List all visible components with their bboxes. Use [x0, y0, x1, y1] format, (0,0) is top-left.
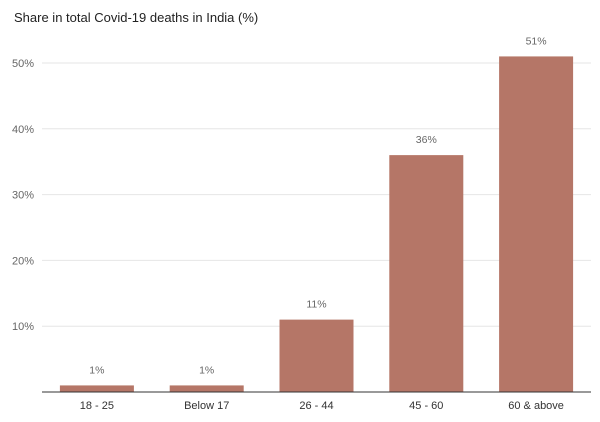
x-tick-label: 26 - 44 [299, 400, 333, 412]
bar [279, 319, 354, 392]
y-tick-label: 30% [12, 190, 34, 202]
bar [59, 385, 134, 392]
bar [169, 385, 244, 392]
x-tick-label: Below 17 [184, 400, 229, 412]
y-tick-label: 10% [12, 321, 34, 333]
chart-title: Share in total Covid-19 deaths in India … [14, 10, 259, 25]
data-labels: 1% 1% 11% 36% 51% [89, 35, 546, 376]
bars [59, 56, 574, 393]
data-label: 1% [89, 364, 104, 376]
y-axis-ticks: 10% 20% 30% 40% 50% [12, 58, 34, 333]
x-tick-label: 60 & above [508, 400, 564, 412]
data-label: 36% [416, 134, 437, 146]
x-tick-label: 18 - 25 [80, 400, 114, 412]
bar [389, 155, 464, 392]
data-label: 11% [306, 299, 326, 311]
y-tick-label: 50% [12, 58, 34, 70]
data-label: 1% [199, 364, 214, 376]
y-tick-label: 20% [12, 255, 34, 267]
y-tick-label: 40% [12, 124, 34, 136]
x-tick-label: 45 - 60 [409, 400, 443, 412]
data-label: 51% [526, 35, 547, 47]
x-axis-labels: 18 - 25 Below 17 26 - 44 45 - 60 60 & above [80, 400, 564, 412]
bar [499, 56, 574, 393]
